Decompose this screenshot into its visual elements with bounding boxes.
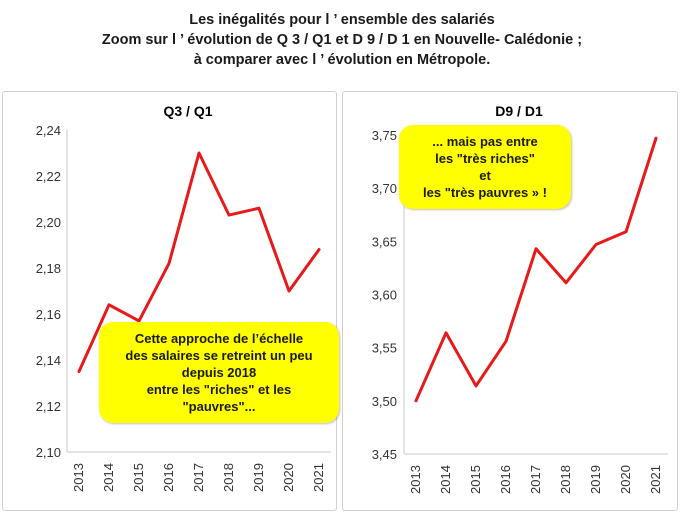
y-tick-label: 2,22	[36, 169, 61, 184]
x-tick-label: 2020	[618, 465, 633, 494]
x-tick-label: 2015	[131, 463, 146, 492]
data-point	[444, 331, 448, 334]
chart-panel-d9-d1: D9 / D1 3,45 3,50 3,55 3,60 3,65 3,70 3,75 2013 2…	[342, 91, 678, 511]
y-tick-label: 2,24	[36, 123, 61, 138]
title-line-1: Les inégalités pour l ’ ensemble des sal…	[189, 12, 495, 28]
x-tick-label: 2019	[251, 463, 266, 492]
x-tick-label: 2018	[558, 465, 573, 494]
title-line-3: à comparer avec l ’ évolution en Métropo…	[193, 52, 491, 68]
y-tick-label: 2,16	[36, 307, 61, 322]
x-tick-label: 2014	[101, 463, 116, 492]
data-point	[504, 340, 508, 343]
data-point	[167, 262, 171, 265]
data-point	[77, 370, 81, 373]
chart-title-1: D9 / D1	[495, 103, 543, 119]
annotation-d9-d1-line-2: les "très riches"	[435, 151, 535, 166]
annotation-q3-q1: Cette approche de l’échelle des salaires…	[99, 322, 339, 423]
data-point	[624, 230, 628, 233]
annotation-d9-d1-line-1: ... mais pas entre	[432, 134, 538, 149]
data-point	[317, 248, 321, 251]
y-tick-label: 3,65	[372, 234, 397, 249]
y-tick-label: 2,18	[36, 261, 61, 276]
y-tick-label: 3,50	[372, 394, 397, 409]
y-tick-label: 3,60	[372, 288, 397, 303]
chart-title-0: Q3 / Q1	[163, 103, 212, 119]
y-tick-label: 2,12	[36, 399, 61, 414]
x-tick-label: 2017	[528, 465, 543, 494]
x-tick-label: 2021	[648, 465, 663, 494]
x-tick-label: 2017	[191, 463, 206, 492]
y-tick-label: 2,10	[36, 445, 61, 460]
x-tick-label: 2016	[161, 463, 176, 492]
data-point	[654, 136, 658, 140]
y-tick-label: 3,70	[372, 181, 397, 196]
data-point	[137, 319, 141, 323]
x-tick-label: 2019	[588, 465, 603, 494]
data-point	[534, 247, 538, 250]
data-point	[197, 151, 201, 155]
data-point	[594, 243, 598, 246]
y-tick-label: 3,45	[372, 447, 397, 462]
y-tick-label: 2,14	[36, 353, 61, 368]
x-tick-label: 2020	[281, 463, 296, 492]
y-tick-label: 3,55	[372, 341, 397, 356]
annotation-d9-d1-line-4: les "très pauvres » !	[423, 185, 547, 200]
annotation-q3-q1-line-2: des salaires se retreint un peu	[125, 348, 313, 363]
data-point	[287, 289, 291, 293]
title-line-2: Zoom sur l ’ évolution de Q 3 / Q1 et D …	[101, 32, 583, 48]
data-point	[414, 399, 418, 403]
data-point	[564, 281, 568, 285]
y-tick-label: 3,75	[372, 128, 397, 143]
x-tick-label: 2016	[498, 465, 513, 494]
data-point	[227, 213, 231, 217]
x-tick-label: 2018	[221, 463, 236, 492]
annotation-q3-q1-line-5: "pauvres"...	[182, 399, 256, 414]
chart-q3-q1: Q3 / Q1 2,10 2,12 2,14 2,16 2,18 2,20 2,22 2,24 2…	[36, 103, 331, 492]
data-point	[474, 384, 478, 388]
annotation-d9-d1-line-3: et	[479, 168, 491, 183]
x-tick-label: 2014	[438, 465, 453, 494]
chart-panel-q3-q1: Q3 / Q1 2,10 2,12 2,14 2,16 2,18 2,20 2,22 2,24 2…	[2, 91, 339, 511]
annotation-q3-q1-line-3: depuis 2018	[181, 365, 257, 380]
x-tick-label: 2013	[71, 463, 86, 492]
annotation-d9-d1: ... mais pas entre les "très riches" et …	[399, 125, 571, 209]
data-point	[257, 207, 261, 210]
chart-d9-d1: D9 / D1 3,45 3,50 3,55 3,60 3,65 3,70 3,75 2013 2…	[372, 103, 668, 494]
annotation-q3-q1-line-1: Cette approche de l’échelle	[134, 331, 304, 346]
x-tick-label: 2015	[468, 465, 483, 494]
data-point	[107, 303, 111, 306]
y-tick-label: 2,20	[36, 215, 61, 230]
x-tick-label: 2021	[311, 463, 326, 492]
x-tick-label: 2013	[408, 465, 423, 494]
figure-title: Les inégalités pour l ’ ensemble des sal…	[0, 10, 684, 70]
annotation-q3-q1-line-4: entre les "riches" et les	[146, 382, 292, 397]
